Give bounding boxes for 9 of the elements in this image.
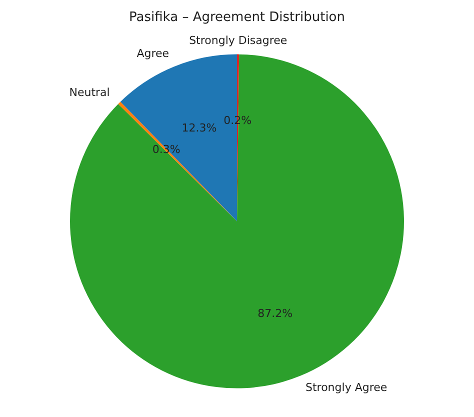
chart-title: Pasifika – Agreement Distribution [129,10,345,26]
data-label: 87.2% [258,306,293,320]
slice-label: Agree [136,47,170,60]
slice-label: Neutral [69,86,110,100]
data-label: 0.2% [224,114,252,127]
data-label: 0.3% [152,143,180,156]
slice-label: Strongly Agree [305,381,388,394]
slice-label: Strongly Disagree [189,34,288,47]
data-label: 12.3% [182,121,217,134]
